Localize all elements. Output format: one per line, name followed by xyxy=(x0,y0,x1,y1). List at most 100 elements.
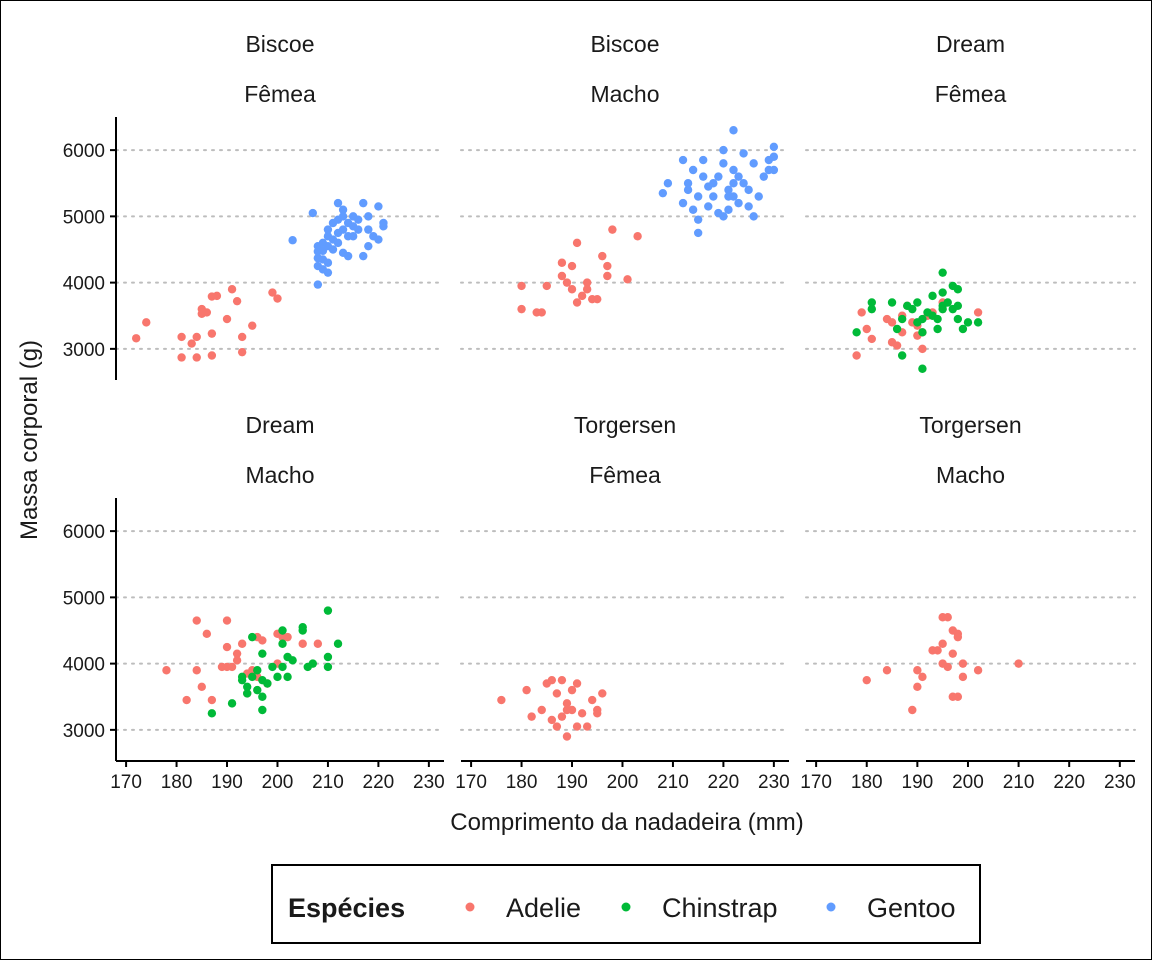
point-chinstrap xyxy=(248,672,257,682)
x-tick-label: 230 xyxy=(1104,772,1136,793)
point-gentoo xyxy=(374,202,383,211)
point-chinstrap xyxy=(953,285,963,294)
point-gentoo xyxy=(379,218,388,228)
point-chinstrap xyxy=(278,626,287,635)
point-adelie xyxy=(248,321,257,330)
point-gentoo xyxy=(338,205,348,214)
y-axes: 3000 4000 5000 6000 3000 4000 5000 6000 xyxy=(63,117,117,761)
x-tick-label: 190 xyxy=(556,772,588,793)
y-tick-label: 5000 xyxy=(63,207,105,228)
point-chinstrap xyxy=(938,288,947,297)
point-adelie xyxy=(131,334,141,343)
point-adelie xyxy=(192,332,201,342)
point-gentoo xyxy=(374,235,383,244)
strip-label-island: Dream xyxy=(936,31,1005,57)
point-adelie xyxy=(567,705,577,715)
point-chinstrap xyxy=(867,298,876,307)
point-adelie xyxy=(908,705,917,715)
point-chinstrap xyxy=(227,699,237,708)
strip-label-sex: Fêmea xyxy=(589,462,661,488)
point-adelie xyxy=(867,334,876,344)
point-chinstrap xyxy=(258,692,267,701)
point-adelie xyxy=(852,351,861,360)
point-adelie xyxy=(608,225,617,234)
point-chinstrap xyxy=(283,672,292,682)
point-adelie xyxy=(207,351,217,360)
point-gentoo xyxy=(364,212,373,221)
legend-label-gentoo: Gentoo xyxy=(867,893,956,923)
point-adelie xyxy=(542,281,551,291)
point-gentoo xyxy=(729,126,738,135)
point-adelie xyxy=(162,666,171,675)
point-adelie xyxy=(958,672,968,682)
point-chinstrap xyxy=(958,324,968,334)
point-chinstrap xyxy=(298,622,307,632)
point-chinstrap xyxy=(207,709,217,718)
point-chinstrap xyxy=(928,291,937,301)
point-gentoo xyxy=(719,159,728,168)
point-adelie xyxy=(892,341,902,350)
x-tick-label: 210 xyxy=(1003,772,1035,793)
point-gentoo xyxy=(724,205,733,214)
panel-biscoe-1: Biscoe Macho xyxy=(460,31,790,350)
point-gentoo xyxy=(354,225,363,234)
x-tick-label: 190 xyxy=(902,772,934,793)
point-chinstrap xyxy=(933,324,942,334)
point-chinstrap xyxy=(278,662,287,672)
point-adelie xyxy=(918,344,927,354)
point-chinstrap xyxy=(938,268,947,277)
point-adelie xyxy=(222,642,232,652)
point-gentoo xyxy=(714,172,723,181)
point-chinstrap xyxy=(258,705,267,715)
legend-entries: Adelie Chinstrap Gentoo xyxy=(465,893,956,923)
point-adelie xyxy=(227,662,237,672)
point-adelie xyxy=(298,639,307,648)
point-chinstrap xyxy=(237,672,247,682)
point-adelie xyxy=(557,675,567,685)
point-adelie xyxy=(593,709,602,718)
point-adelie xyxy=(177,332,186,342)
point-adelie xyxy=(567,261,577,271)
point-adelie xyxy=(582,278,592,287)
legend-label-adelie: Adelie xyxy=(506,893,581,923)
point-adelie xyxy=(557,712,567,721)
point-adelie xyxy=(562,732,572,741)
point-adelie xyxy=(187,339,196,348)
strip-label-island: Biscoe xyxy=(245,31,314,57)
point-adelie xyxy=(953,692,963,701)
point-adelie xyxy=(212,291,222,301)
strip-label-sex: Macho xyxy=(936,462,1005,488)
panel-dream-2: Dream Fêmea xyxy=(805,31,1136,373)
point-chinstrap xyxy=(333,639,343,648)
point-adelie xyxy=(273,294,282,303)
point-gentoo xyxy=(678,198,688,208)
x-tick-label: 220 xyxy=(708,772,740,793)
y-tick-label: 3000 xyxy=(63,340,105,361)
point-adelie xyxy=(582,285,592,294)
point-adelie xyxy=(537,308,546,317)
point-chinstrap xyxy=(253,685,262,695)
point-chinstrap xyxy=(323,606,333,615)
point-adelie xyxy=(588,695,597,705)
panel-torgersen-4: Torgersen Fêmea xyxy=(460,412,790,741)
point-gentoo xyxy=(323,258,333,267)
y-tick-label: 3000 xyxy=(63,721,105,742)
point-adelie xyxy=(582,722,592,731)
point-adelie xyxy=(192,666,201,675)
point-gentoo xyxy=(699,172,708,181)
point-adelie xyxy=(598,251,607,261)
point-adelie xyxy=(857,308,866,317)
point-adelie xyxy=(933,646,942,655)
point-chinstrap xyxy=(943,298,952,307)
point-gentoo xyxy=(313,280,323,289)
legend-key-chinstrap xyxy=(621,902,631,912)
x-tick-label: 220 xyxy=(1053,772,1085,793)
point-adelie xyxy=(202,629,212,639)
point-gentoo xyxy=(744,202,753,211)
point-adelie xyxy=(938,639,947,648)
strip-label-island: Biscoe xyxy=(590,31,659,57)
point-adelie xyxy=(887,318,897,327)
point-adelie xyxy=(562,699,572,708)
y-tick-label: 6000 xyxy=(63,141,105,162)
point-adelie xyxy=(913,666,922,675)
